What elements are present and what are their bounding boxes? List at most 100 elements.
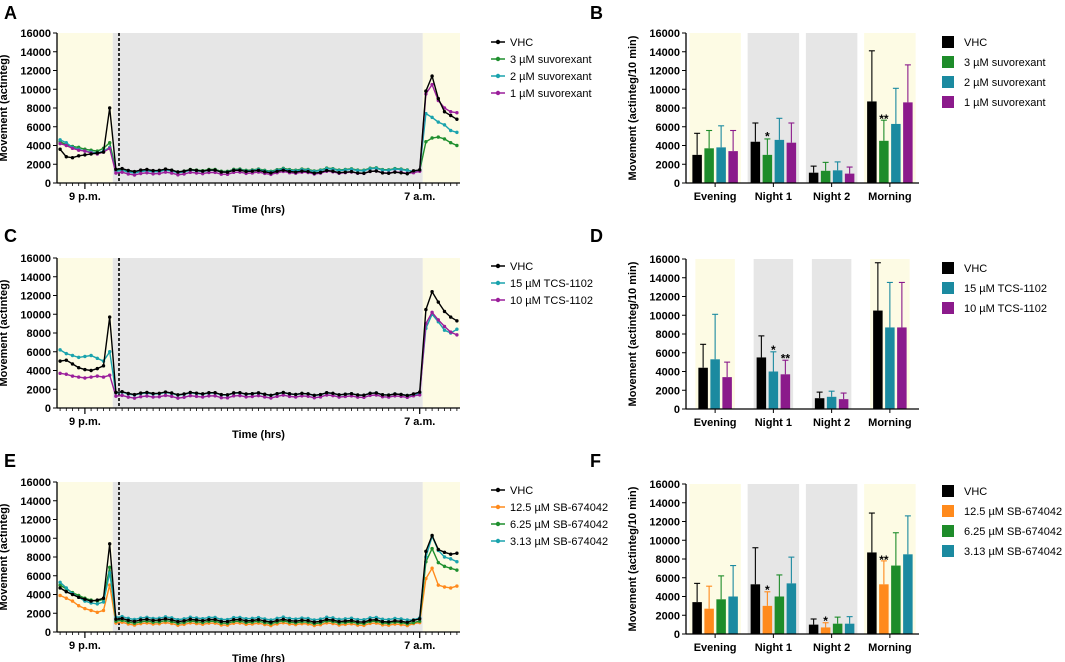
panel-c-data-point xyxy=(182,395,186,399)
panel-c-data-point xyxy=(176,393,180,397)
panel-a-data-point xyxy=(83,153,87,157)
panel-a-data-point xyxy=(108,140,112,145)
panel-c-y-tick-label: 0 xyxy=(45,403,51,415)
panel-f-bar xyxy=(728,596,738,634)
panel-a-data-point xyxy=(256,168,261,173)
panel-a-data-point xyxy=(108,146,112,151)
panel-a-evening-background xyxy=(57,33,113,183)
panel-c-data-point xyxy=(368,391,372,395)
panel-e-data-point xyxy=(449,552,453,556)
panel-d-y-tick-label: 4000 xyxy=(656,367,680,379)
panel-a-morning-background xyxy=(422,33,460,183)
panel-e-data-point xyxy=(77,604,81,608)
panel-e-data-point xyxy=(114,617,118,621)
panel-f-legend-swatch xyxy=(942,505,954,517)
panel-c-data-point xyxy=(356,393,360,397)
panel-c-data-point xyxy=(300,391,304,396)
panel-e-data-point xyxy=(89,608,93,613)
panel-c-y-tick-label: 12000 xyxy=(20,291,51,303)
panel-a-legend-label: 1 µM suvorexant xyxy=(510,88,592,100)
panel-e-data-point xyxy=(436,560,440,565)
panel-a-data-point xyxy=(95,151,100,155)
panel-a-data-point xyxy=(362,171,366,175)
panel-a-data-point xyxy=(399,171,403,175)
panel-a-data-point xyxy=(436,135,440,139)
panel-c-data-point xyxy=(83,354,87,359)
panel-label-b: B xyxy=(590,3,603,23)
panel-b-bar xyxy=(891,123,901,183)
panel-f-bar xyxy=(774,596,785,634)
panel-e-data-point xyxy=(101,596,106,600)
panel-e-data-point xyxy=(188,617,192,621)
panel-a-data-point xyxy=(64,143,69,148)
panel-e-data-point xyxy=(256,617,261,622)
panel-e-data-point xyxy=(176,619,180,624)
panel-f-category-background xyxy=(805,484,858,634)
panel-a-data-point xyxy=(70,155,75,160)
panel-c-data-point xyxy=(294,392,298,397)
panel-c-data-point xyxy=(374,391,378,395)
panel-c-data-point xyxy=(232,394,236,398)
panel-e-data-point xyxy=(418,617,422,621)
panel-label-d: D xyxy=(590,226,603,246)
panel-e-data-point xyxy=(64,586,69,590)
panel-a-data-point xyxy=(306,169,310,174)
panel-c-data-point xyxy=(455,319,459,323)
panel-e-data-point xyxy=(442,555,447,559)
panel-c-data-point xyxy=(263,395,267,399)
panel-a-night-background xyxy=(112,33,423,183)
panel-f-category-label: Morning xyxy=(868,642,911,654)
panel-c-data-point xyxy=(325,393,329,397)
panel-c-data-point xyxy=(225,396,230,400)
panel-c-data-point xyxy=(188,394,192,398)
panel-e-data-point xyxy=(331,618,335,622)
panel-a-data-point xyxy=(368,167,372,171)
panel-a-data-point xyxy=(449,113,453,118)
panel-e-data-point xyxy=(108,583,112,587)
panel-b-bar xyxy=(762,154,773,183)
panel-e-data-point xyxy=(449,557,453,561)
panel-f-y-tick-label: 16000 xyxy=(649,479,680,491)
panel-a-data-point xyxy=(170,171,174,175)
panel-c-data-point xyxy=(436,300,440,304)
panel-c-data-point xyxy=(114,390,118,395)
panel-a-data-point xyxy=(387,168,391,173)
panel-e-data-point xyxy=(58,593,62,598)
panel-c-data-point xyxy=(89,368,93,373)
panel-b-y-tick-label: 4000 xyxy=(656,141,680,153)
panel-c-data-point xyxy=(256,393,261,398)
panel-e-data-point xyxy=(411,620,416,625)
panel-a-data-point xyxy=(411,169,416,173)
panel-b-bar xyxy=(867,101,877,183)
panel-e-data-point xyxy=(238,617,242,622)
panel-a-line-chart: 0 2000 4000 6000 8000 10000 12000 14000 16000 Mov… xyxy=(0,28,592,216)
panel-b-legend-label: 2 µM suvorexant xyxy=(964,77,1046,89)
panel-b-y-tick-label: 8000 xyxy=(656,103,680,115)
panel-c-data-point xyxy=(157,395,161,399)
panel-e-data-point xyxy=(64,589,69,594)
panel-c-data-point xyxy=(64,358,69,362)
panel-e-data-point xyxy=(393,616,397,621)
panel-a-data-point xyxy=(182,172,186,176)
panel-f-bar xyxy=(891,565,901,634)
panel-d-category-label: Morning xyxy=(868,417,911,429)
panel-e-data-point xyxy=(337,619,341,624)
panel-a-y-tick-label: 14000 xyxy=(20,47,51,59)
panel-c-data-point xyxy=(269,393,273,397)
panel-c-data-point xyxy=(238,393,242,398)
panel-e-data-point xyxy=(368,618,372,622)
panel-e-data-point xyxy=(393,619,397,623)
panel-e-legend-marker xyxy=(495,487,501,493)
panel-a-data-point xyxy=(263,170,267,174)
panel-c-data-point xyxy=(430,290,434,294)
panel-b-y-tick-label: 6000 xyxy=(656,122,680,134)
panel-c-y-tick-label: 16000 xyxy=(20,253,51,265)
panel-e-data-point xyxy=(108,565,112,570)
panel-c-data-point xyxy=(418,390,422,394)
panel-c-data-point xyxy=(306,392,310,396)
panel-a-data-point xyxy=(430,136,434,140)
panel-a-data-point xyxy=(343,170,347,174)
panel-a-data-point xyxy=(120,170,124,174)
panel-a-legend-marker xyxy=(495,39,501,45)
